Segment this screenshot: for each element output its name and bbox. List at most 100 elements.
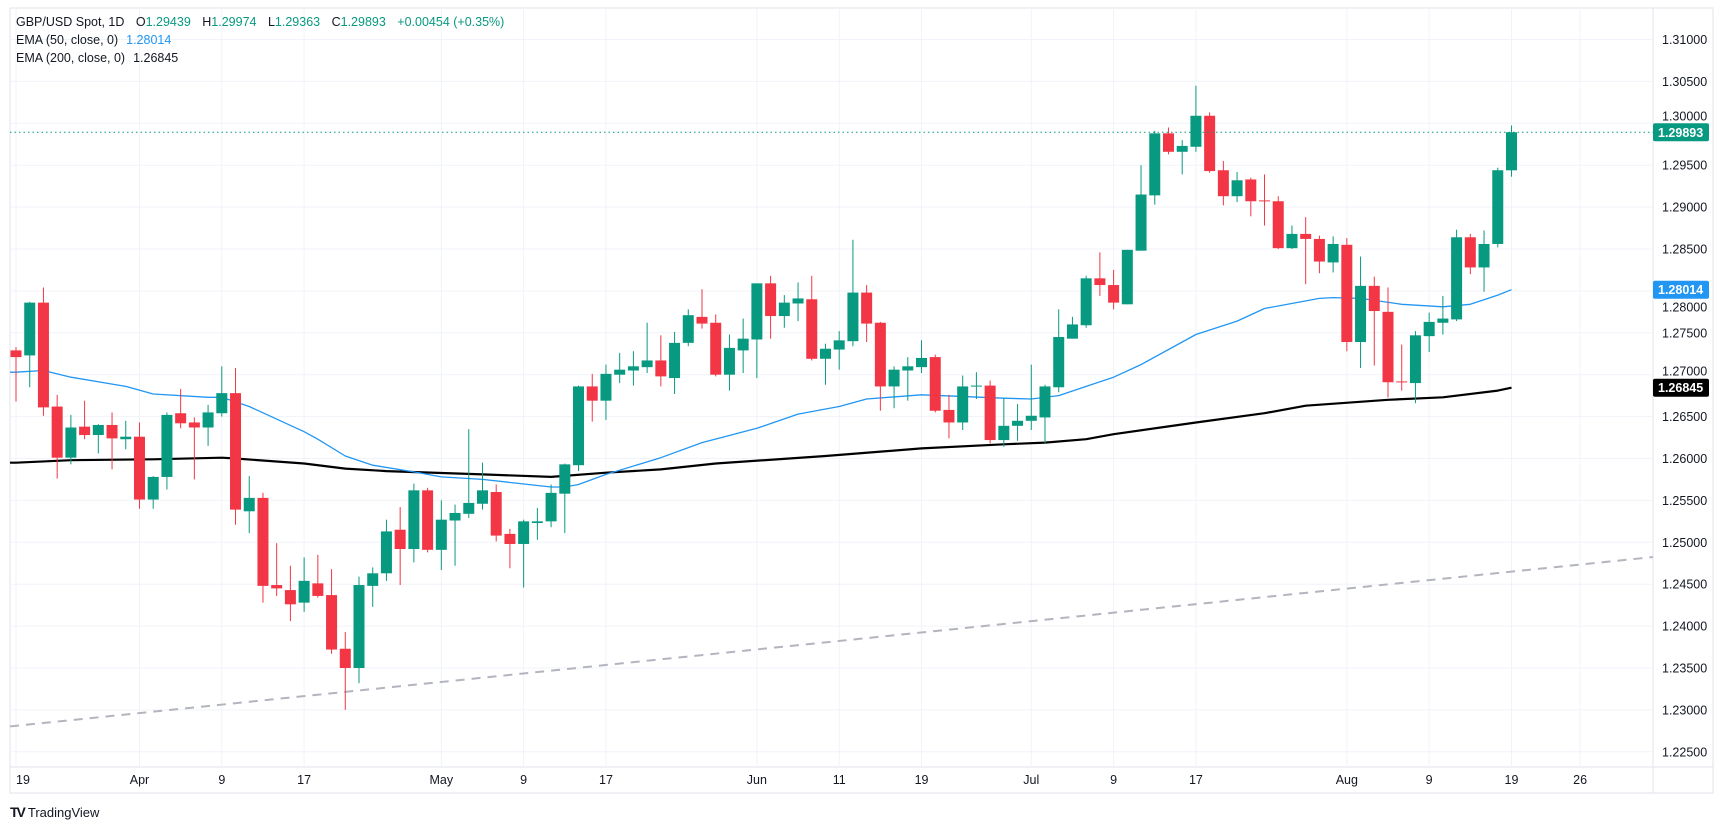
candle-down[interactable] bbox=[1162, 127, 1174, 155]
candle-down[interactable] bbox=[133, 422, 145, 509]
candle-up[interactable] bbox=[120, 420, 132, 450]
candle-up[interactable] bbox=[1053, 309, 1065, 393]
candle-up[interactable] bbox=[147, 476, 159, 509]
candle-down[interactable] bbox=[765, 275, 777, 339]
candle-down[interactable] bbox=[271, 543, 283, 596]
candle-up[interactable] bbox=[970, 372, 982, 400]
candle-up[interactable] bbox=[1121, 249, 1133, 305]
candle-up[interactable] bbox=[559, 463, 571, 534]
candle-down[interactable] bbox=[1368, 276, 1380, 366]
candle-down[interactable] bbox=[51, 394, 63, 479]
candle-up[interactable] bbox=[518, 519, 530, 588]
candle-down[interactable] bbox=[874, 321, 886, 411]
candle-up[interactable] bbox=[847, 239, 859, 347]
candle-up[interactable] bbox=[1355, 256, 1367, 368]
candle-up[interactable] bbox=[216, 366, 228, 417]
candle-down[interactable] bbox=[1245, 177, 1257, 217]
candle-down[interactable] bbox=[806, 275, 818, 361]
candle-up[interactable] bbox=[435, 500, 447, 570]
candle-down[interactable] bbox=[1341, 238, 1353, 352]
candle-down[interactable] bbox=[655, 335, 667, 387]
candle-up[interactable] bbox=[1437, 295, 1449, 335]
candle-up[interactable] bbox=[463, 429, 475, 518]
candle-up[interactable] bbox=[1176, 140, 1188, 175]
candle-up[interactable] bbox=[243, 476, 255, 534]
candle-up[interactable] bbox=[1478, 230, 1490, 292]
candle-up[interactable] bbox=[792, 282, 804, 322]
candle-up[interactable] bbox=[1505, 125, 1517, 177]
candle-up[interactable] bbox=[669, 331, 681, 394]
candle-down[interactable] bbox=[1396, 344, 1408, 391]
candle-up[interactable] bbox=[1012, 404, 1024, 441]
candle-down[interactable] bbox=[861, 285, 873, 343]
candle-up[interactable] bbox=[1025, 364, 1037, 431]
candle-up[interactable] bbox=[888, 366, 900, 409]
candle-up[interactable] bbox=[998, 398, 1010, 447]
candle-down[interactable] bbox=[1382, 287, 1394, 398]
candle-down[interactable] bbox=[422, 487, 434, 553]
candle-down[interactable] bbox=[312, 554, 324, 598]
candle-up[interactable] bbox=[408, 483, 420, 563]
candle-up[interactable] bbox=[916, 340, 928, 374]
candle-up[interactable] bbox=[1066, 316, 1078, 339]
candle-up[interactable] bbox=[751, 283, 763, 379]
candle-up[interactable] bbox=[573, 385, 585, 472]
candle-down[interactable] bbox=[1204, 112, 1216, 173]
candle-up[interactable] bbox=[65, 414, 77, 465]
candle-up[interactable] bbox=[367, 567, 379, 607]
candle-up[interactable] bbox=[902, 357, 914, 401]
candle-down[interactable] bbox=[394, 507, 406, 586]
candle-down[interactable] bbox=[929, 354, 941, 413]
candle-up[interactable] bbox=[778, 295, 790, 328]
symbol-title[interactable]: GBP/USD Spot, 1D bbox=[16, 15, 125, 29]
candle-down[interactable] bbox=[943, 394, 955, 439]
candle-down[interactable] bbox=[175, 388, 187, 429]
candle-up[interactable] bbox=[380, 519, 392, 581]
candle-down[interactable] bbox=[230, 367, 242, 525]
candle-up[interactable] bbox=[737, 318, 749, 374]
ema200-row[interactable]: EMA (200, close, 0) 1.26845 bbox=[16, 49, 504, 67]
candle-up[interactable] bbox=[682, 309, 694, 347]
candle-up[interactable] bbox=[1327, 236, 1339, 273]
candle-down[interactable] bbox=[106, 412, 118, 470]
candle-up[interactable] bbox=[476, 462, 488, 510]
candle-up[interactable] bbox=[641, 322, 653, 374]
candle-down[interactable] bbox=[37, 287, 49, 416]
candle-up[interactable] bbox=[957, 375, 969, 431]
candle-down[interactable] bbox=[586, 373, 598, 422]
candle-up[interactable] bbox=[24, 301, 36, 388]
candle-down[interactable] bbox=[710, 314, 722, 377]
candle-up[interactable] bbox=[723, 334, 735, 391]
candle-up[interactable] bbox=[1492, 167, 1504, 248]
candle-down[interactable] bbox=[1464, 233, 1476, 275]
candle-up[interactable] bbox=[1039, 384, 1051, 444]
candle-down[interactable] bbox=[1094, 252, 1106, 296]
candle-up[interactable] bbox=[819, 343, 831, 385]
candle-down[interactable] bbox=[1259, 174, 1271, 226]
candle-up[interactable] bbox=[1451, 229, 1463, 322]
candle-up[interactable] bbox=[1423, 312, 1435, 353]
ema50-row[interactable]: EMA (50, close, 0) 1.28014 bbox=[16, 31, 504, 49]
candle-up[interactable] bbox=[833, 331, 845, 370]
candle-up[interactable] bbox=[202, 404, 214, 446]
candle-down[interactable] bbox=[326, 569, 338, 654]
candle-down[interactable] bbox=[1217, 161, 1229, 206]
candle-down[interactable] bbox=[79, 400, 91, 440]
ema200-line[interactable] bbox=[10, 386, 1512, 478]
candle-down[interactable] bbox=[1300, 217, 1312, 285]
candle-up[interactable] bbox=[161, 412, 173, 490]
candle-down[interactable] bbox=[490, 484, 502, 542]
candle-up[interactable] bbox=[627, 351, 639, 386]
candle-up[interactable] bbox=[531, 507, 543, 540]
candle-down[interactable] bbox=[257, 492, 269, 603]
candle-down[interactable] bbox=[188, 417, 200, 480]
candle-down[interactable] bbox=[10, 347, 22, 402]
candle-up[interactable] bbox=[1080, 275, 1092, 328]
candle-down[interactable] bbox=[696, 289, 708, 329]
candle-down[interactable] bbox=[1272, 196, 1284, 249]
candle-down[interactable] bbox=[1108, 269, 1120, 310]
candle-down[interactable] bbox=[504, 528, 516, 569]
candle-down[interactable] bbox=[284, 565, 296, 622]
tradingview-logo[interactable]: TV TradingView bbox=[10, 804, 99, 820]
